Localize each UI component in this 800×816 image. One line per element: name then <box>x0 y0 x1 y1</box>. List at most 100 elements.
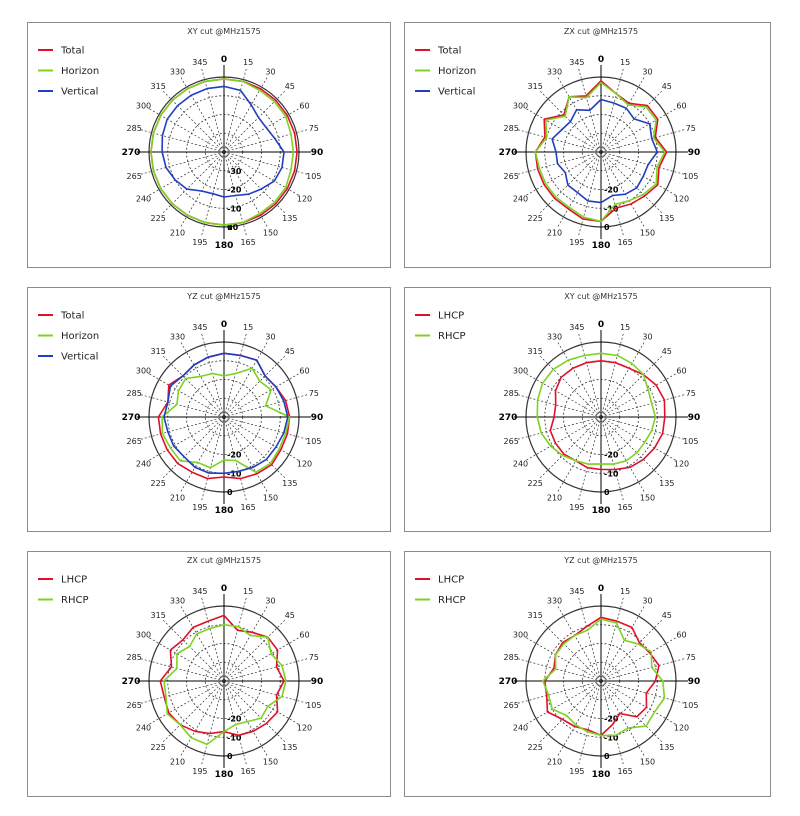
angle-label: 45 <box>662 611 672 620</box>
angle-label: 60 <box>299 367 309 376</box>
angle-label: 120 <box>674 724 689 733</box>
angle-label: 30 <box>642 68 652 77</box>
angle-label: 240 <box>513 724 528 733</box>
angle-label: 75 <box>309 389 319 398</box>
angle-label: 150 <box>640 229 655 238</box>
angle-label: 120 <box>297 195 312 204</box>
angle-label: 75 <box>686 124 696 133</box>
polar-grid <box>514 594 688 768</box>
angle-label: 315 <box>528 611 543 620</box>
angle-label: 60 <box>676 631 686 640</box>
angle-label: 0 <box>598 55 604 65</box>
angle-label: 300 <box>513 631 528 640</box>
angle-label: 135 <box>282 743 297 752</box>
radial-label: -30 <box>227 167 242 176</box>
angle-label: 285 <box>504 124 519 133</box>
angle-label: 120 <box>674 195 689 204</box>
legend-label: Horizon <box>61 66 99 77</box>
angle-label: 90 <box>311 677 324 687</box>
angle-label: 195 <box>192 767 207 776</box>
angle-label: 285 <box>127 389 142 398</box>
angle-label: 90 <box>688 413 701 423</box>
angle-label: 265 <box>504 437 519 446</box>
angle-label: 225 <box>528 743 543 752</box>
angle-label: 0 <box>598 584 604 594</box>
legend-label: Vertical <box>438 87 475 98</box>
radial-label: -10 <box>227 469 242 478</box>
angle-label: 180 <box>215 770 234 780</box>
angle-label: 240 <box>513 460 528 469</box>
series-line-vertical <box>163 352 289 475</box>
angle-label: 270 <box>122 413 141 423</box>
angle-label: 0 <box>221 320 227 330</box>
angle-label: 135 <box>659 479 674 488</box>
angle-label: 225 <box>528 479 543 488</box>
angle-label: 165 <box>617 503 632 512</box>
angle-label: 105 <box>683 172 698 181</box>
angle-label: 300 <box>513 367 528 376</box>
angle-label: 15 <box>243 58 253 67</box>
chart-title: XY cut @MHz1575 <box>187 27 261 36</box>
angle-label: 120 <box>297 460 312 469</box>
angle-label: 60 <box>676 367 686 376</box>
chart-title: YZ cut @MHz1575 <box>563 556 638 565</box>
angle-label: 90 <box>688 148 701 158</box>
angle-label: 195 <box>569 238 584 247</box>
series-line-rhcp <box>536 352 657 465</box>
angle-label: 195 <box>569 767 584 776</box>
legend-label: Vertical <box>61 352 98 363</box>
legend-label: Total <box>60 311 84 322</box>
angle-label: 270 <box>499 148 518 158</box>
angle-label: 150 <box>263 229 278 238</box>
angle-label: 180 <box>215 506 234 516</box>
angle-label: 285 <box>504 653 519 662</box>
angle-label: 270 <box>499 677 518 687</box>
legend-label: Horizon <box>61 331 99 342</box>
angle-label: 300 <box>136 102 151 111</box>
angle-label: 105 <box>306 172 321 181</box>
legend-label: LHCP <box>61 575 87 586</box>
angle-label: 135 <box>282 214 297 223</box>
angle-label: 15 <box>243 323 253 332</box>
legend-label: RHCP <box>438 595 465 606</box>
chart-6-svg: YZ cut @MHz1575 0 15 30 45 60 75 90 105 120 135 150… <box>415 556 700 780</box>
angle-label: 15 <box>620 587 630 596</box>
chart-1-svg: XY cut @MHz1575 0 15 30 45 60 75 90 105 120 135 150… <box>38 27 324 251</box>
angle-label: 45 <box>285 82 295 91</box>
radial-label: -10 <box>604 469 619 478</box>
angle-label: 165 <box>617 767 632 776</box>
angle-label: 135 <box>659 743 674 752</box>
legend-label: RHCP <box>61 595 88 606</box>
angle-label: 90 <box>311 148 324 158</box>
angle-label: 210 <box>170 229 185 238</box>
radial-label: 0 <box>227 488 233 497</box>
angle-label: 195 <box>569 503 584 512</box>
radial-label: -20 <box>604 451 619 460</box>
angle-label: 30 <box>642 597 652 606</box>
angle-label: 150 <box>640 494 655 503</box>
angle-label: 345 <box>192 587 207 596</box>
series-line-vertical <box>161 85 285 198</box>
angle-label: 15 <box>620 323 630 332</box>
angle-label: 165 <box>240 767 255 776</box>
angle-label: 225 <box>528 214 543 223</box>
polar-grid <box>137 594 311 768</box>
angle-label: 45 <box>662 82 672 91</box>
angle-label: 210 <box>170 494 185 503</box>
angle-label: 315 <box>151 82 166 91</box>
legend-label: Total <box>437 46 461 57</box>
chart-title: XY cut @MHz1575 <box>564 292 638 301</box>
angle-label: 60 <box>676 102 686 111</box>
chart-3-svg: YZ cut @MHz1575 0 15 30 45 60 75 90 105 120 135 150… <box>38 292 323 516</box>
legend-label: RHCP <box>438 331 465 342</box>
angle-label: 210 <box>547 229 562 238</box>
chart-title: ZX cut @MHz1575 <box>187 556 261 565</box>
angle-label: 180 <box>215 241 234 251</box>
chart-5-svg: ZX cut @MHz1575 0 15 30 45 60 75 90 105 120 135 150… <box>38 556 324 780</box>
series-line-horizon <box>534 81 666 223</box>
angle-label: 0 <box>221 55 227 65</box>
angle-label: 195 <box>192 238 207 247</box>
angle-label: 330 <box>170 597 185 606</box>
series-line-horizon <box>150 78 295 226</box>
angle-label: 105 <box>683 701 698 710</box>
